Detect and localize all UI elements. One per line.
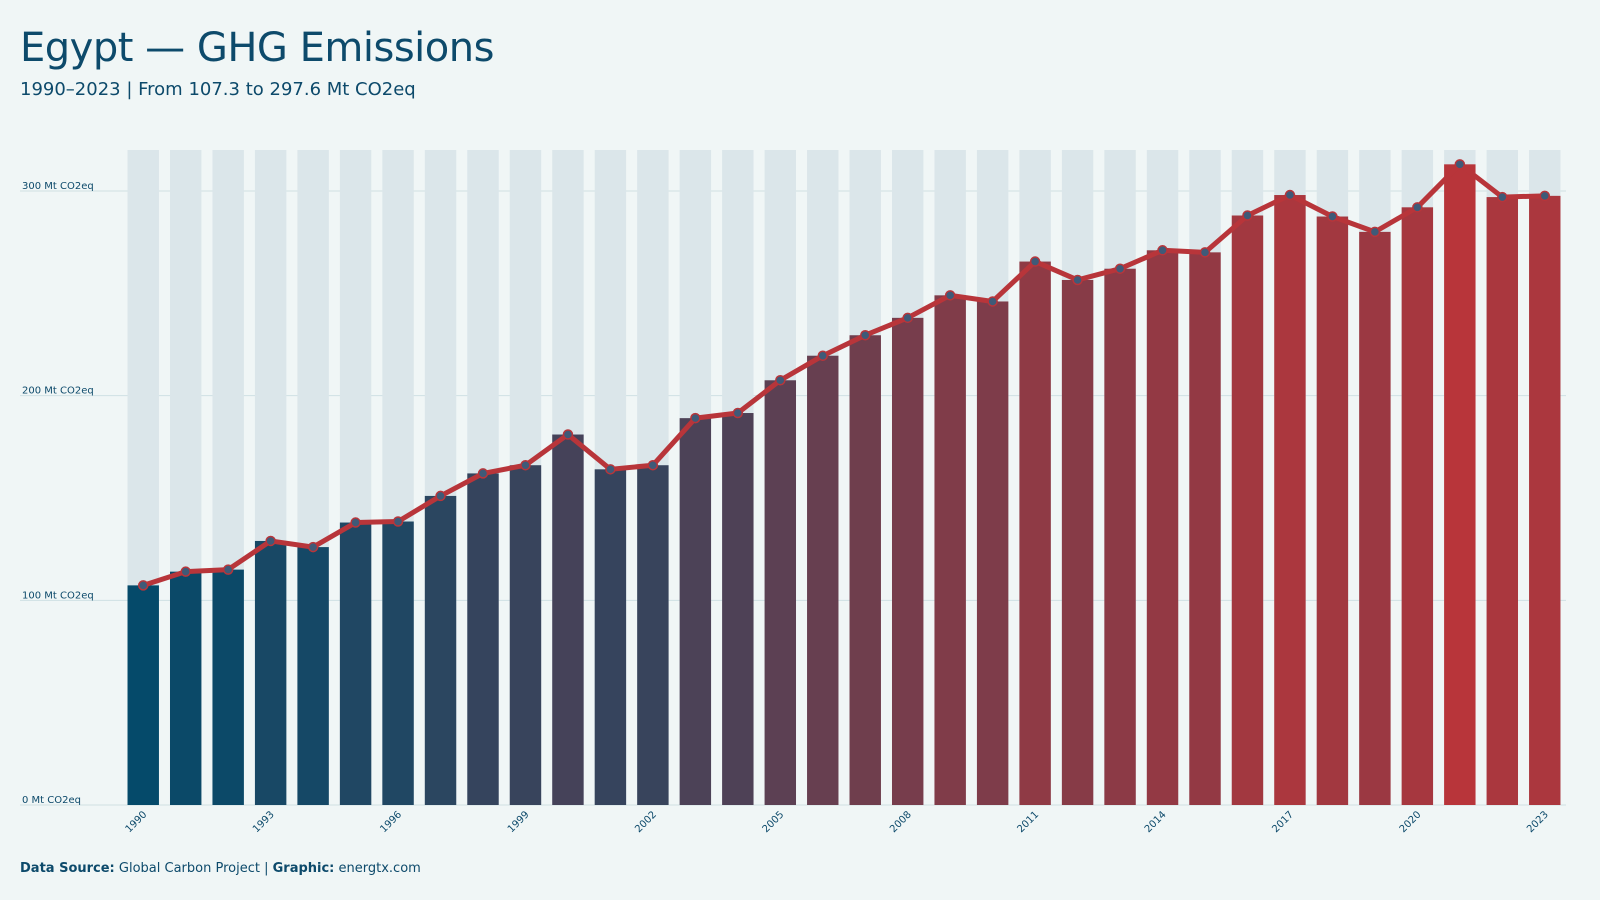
data-point-1993 xyxy=(265,535,276,547)
data-point-1996 xyxy=(392,516,404,527)
data-point-2014 xyxy=(1157,245,1168,256)
data-point-1998 xyxy=(477,468,489,479)
data-point-2015 xyxy=(1199,247,1211,258)
bar-2008 xyxy=(891,317,924,805)
data-point-1999 xyxy=(520,459,531,471)
x-tick-label: 2011 xyxy=(1015,809,1041,835)
data-point-2016 xyxy=(1242,210,1253,221)
bar-2011 xyxy=(1019,261,1051,805)
data-point-2003 xyxy=(690,412,701,424)
data-point-2010 xyxy=(987,296,998,307)
data-point-2023 xyxy=(1539,190,1551,202)
x-tick-label: 2023 xyxy=(1525,809,1551,835)
data-point-2012 xyxy=(1072,274,1083,286)
data-point-1990 xyxy=(137,580,149,591)
data-point-1991 xyxy=(180,566,191,577)
x-tick-label: 2014 xyxy=(1143,809,1169,835)
bar-2006 xyxy=(807,355,839,805)
bar-2000 xyxy=(552,434,584,805)
bar-1991 xyxy=(169,571,202,805)
x-tick-label: 2020 xyxy=(1398,809,1424,835)
bar-2022 xyxy=(1486,197,1519,805)
data-point-1995 xyxy=(350,517,361,528)
bar-1990 xyxy=(127,585,159,805)
y-tick-label: 100 Mt CO2eq xyxy=(22,590,94,601)
graphic-label: Graphic: xyxy=(272,861,335,876)
data-point-2005 xyxy=(775,375,786,386)
data-point-2004 xyxy=(732,407,744,419)
graphic-value: energtx.com xyxy=(338,861,421,876)
data-point-2019 xyxy=(1369,226,1381,238)
x-tick-label: 2008 xyxy=(888,809,914,835)
bar-1994 xyxy=(297,547,329,805)
bar-2023 xyxy=(1529,195,1561,806)
bar-2007 xyxy=(849,335,881,805)
bar-2003 xyxy=(679,418,712,805)
bar-1995 xyxy=(339,522,372,805)
bar-1998 xyxy=(467,473,499,805)
chart-footer: Data Source: Global Carbon Project | Gra… xyxy=(20,860,421,878)
data-point-1994 xyxy=(307,541,319,553)
bar-2002 xyxy=(637,465,669,805)
bar-2016 xyxy=(1231,215,1264,805)
trend-line xyxy=(140,161,1548,588)
data-point-2018 xyxy=(1327,211,1338,222)
bar-2015 xyxy=(1189,252,1221,805)
x-tick-label: 1999 xyxy=(506,809,532,835)
data-point-1992 xyxy=(222,564,234,575)
data-point-2009 xyxy=(944,290,956,301)
x-tick-label: 1993 xyxy=(251,809,277,835)
data-point-2022 xyxy=(1497,191,1508,203)
data-point-2001 xyxy=(605,464,616,475)
chart-subtitle: 1990–2023 | From 107.3 to 297.6 Mt CO2eq xyxy=(20,79,416,100)
source-value: Global Carbon Project | xyxy=(118,861,269,876)
data-point-2013 xyxy=(1114,263,1126,274)
x-tick-label: 1990 xyxy=(124,809,150,835)
data-point-2006 xyxy=(817,350,829,361)
bar-1999 xyxy=(509,465,542,805)
bar-2001 xyxy=(594,469,627,805)
x-tick-label: 2002 xyxy=(633,809,659,835)
bar-2005 xyxy=(764,380,797,805)
x-tick-label: 2005 xyxy=(761,809,787,835)
bar-2013 xyxy=(1104,268,1136,805)
data-point-2011 xyxy=(1029,256,1041,267)
bar-2021 xyxy=(1444,164,1476,805)
data-point-2000 xyxy=(562,429,574,440)
bar-1992 xyxy=(212,569,244,805)
y-tick-label: 0 Mt CO2eq xyxy=(22,795,81,806)
x-tick-label: 1996 xyxy=(378,809,404,835)
bar-2017 xyxy=(1274,195,1306,805)
bar-2019 xyxy=(1359,231,1391,805)
data-point-1997 xyxy=(435,490,446,502)
data-point-2021 xyxy=(1454,159,1466,170)
bar-2010 xyxy=(976,301,1009,805)
bar-2009 xyxy=(934,295,966,805)
data-point-2007 xyxy=(859,329,871,341)
data-point-2002 xyxy=(647,459,659,471)
data-point-2017 xyxy=(1284,189,1296,201)
x-tick-label: 2017 xyxy=(1270,809,1296,835)
bar-1996 xyxy=(382,521,414,805)
source-label: Data Source: xyxy=(20,861,115,876)
data-point-2020 xyxy=(1412,202,1423,213)
bar-2014 xyxy=(1146,250,1179,805)
chart-title: Egypt — GHG Emissions xyxy=(20,25,494,71)
bar-2012 xyxy=(1061,279,1094,805)
data-point-2008 xyxy=(902,312,913,324)
y-tick-label: 300 Mt CO2eq xyxy=(22,181,94,192)
bar-1993 xyxy=(254,540,287,805)
bar-2020 xyxy=(1401,207,1434,805)
bar-2004 xyxy=(722,413,754,805)
bar-1997 xyxy=(424,495,457,805)
bar-2018 xyxy=(1316,216,1349,805)
y-tick-label: 200 Mt CO2eq xyxy=(22,386,94,397)
